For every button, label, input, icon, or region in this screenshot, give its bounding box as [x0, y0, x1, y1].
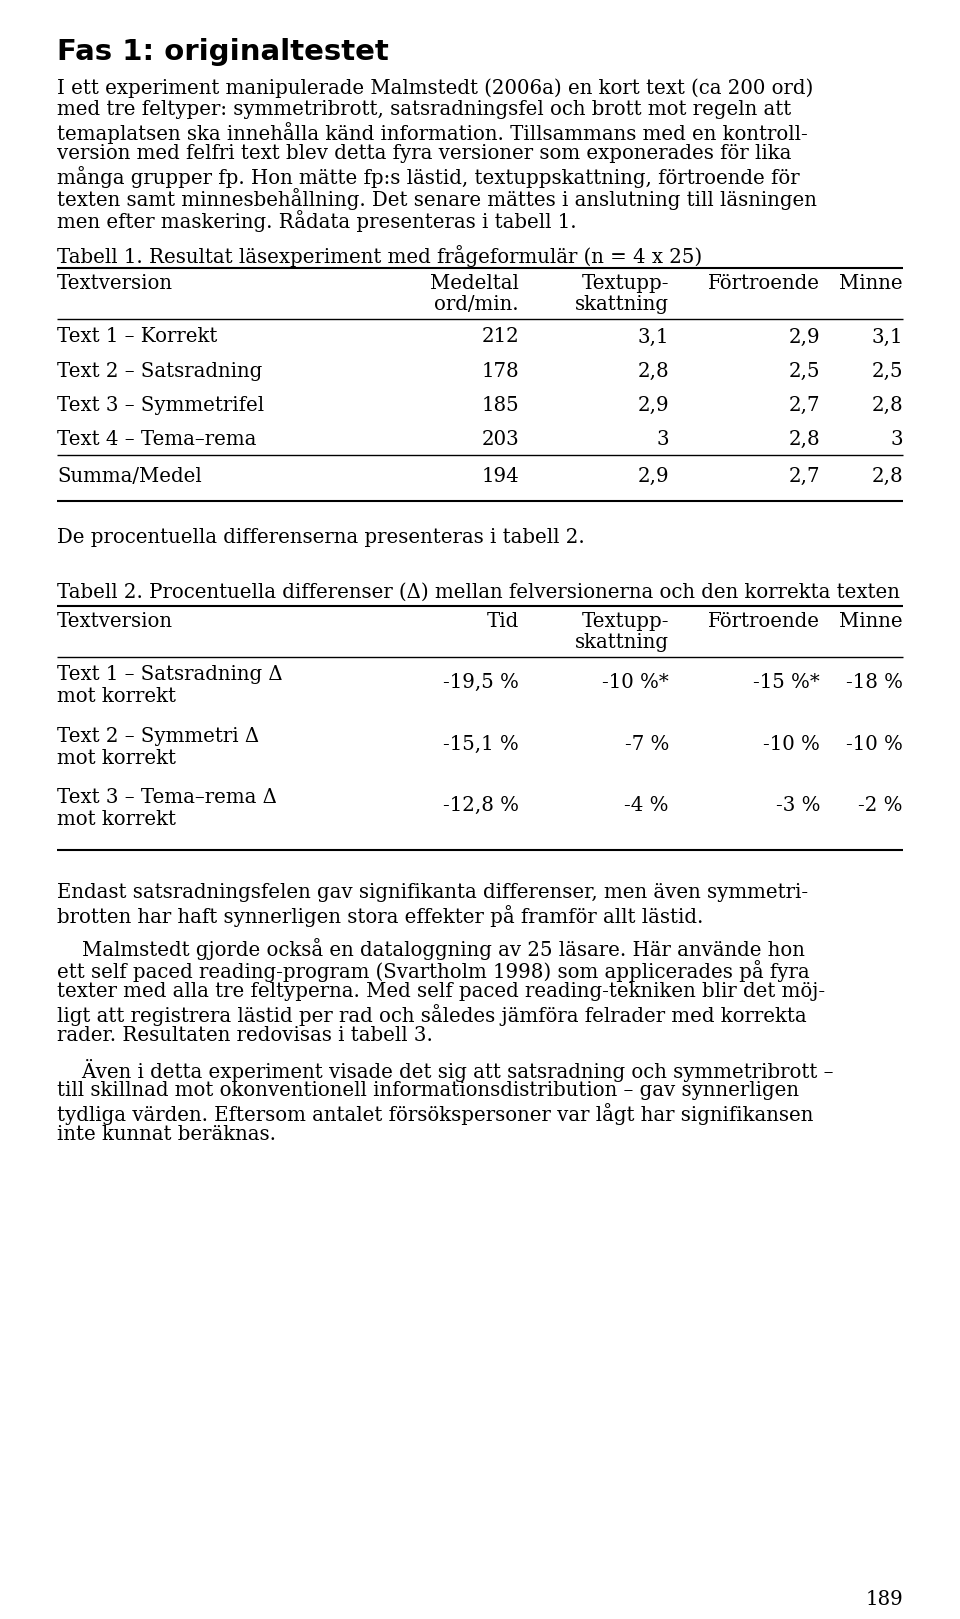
- Text: Textversion: Textversion: [57, 612, 173, 631]
- Text: ett self paced reading-program (Svartholm 1998) som applicerades på fyra: ett self paced reading-program (Svarthol…: [57, 960, 809, 983]
- Text: -19,5 %: -19,5 %: [444, 674, 519, 691]
- Text: -7 %: -7 %: [625, 735, 669, 753]
- Text: Endast satsradningsfelen gav signifikanta differenser, men även symmetri-: Endast satsradningsfelen gav signifikant…: [57, 882, 808, 902]
- Text: -18 %: -18 %: [846, 674, 903, 691]
- Text: -12,8 %: -12,8 %: [443, 797, 519, 814]
- Text: 3,1: 3,1: [872, 327, 903, 346]
- Text: till skillnad mot okonventionell informationsdistribution – gav synnerligen: till skillnad mot okonventionell informa…: [57, 1081, 799, 1101]
- Text: 2,7: 2,7: [788, 468, 820, 486]
- Text: ord/min.: ord/min.: [434, 295, 519, 314]
- Text: Malmstedt gjorde också en dataloggning av 25 läsare. Här använde hon: Malmstedt gjorde också en dataloggning a…: [57, 937, 804, 960]
- Text: 2,9: 2,9: [788, 327, 820, 346]
- Text: skattning: skattning: [575, 295, 669, 314]
- Text: -10 %: -10 %: [846, 735, 903, 753]
- Text: Fas 1: originaltestet: Fas 1: originaltestet: [57, 37, 389, 66]
- Text: I ett experiment manipulerade Malmstedt (2006a) en kort text (ca 200 ord): I ett experiment manipulerade Malmstedt …: [57, 78, 813, 97]
- Text: Text 1 – Korrekt: Text 1 – Korrekt: [57, 327, 217, 346]
- Text: -4 %: -4 %: [625, 797, 669, 814]
- Text: Text 3 – Symmetrifel: Text 3 – Symmetrifel: [57, 395, 264, 414]
- Text: 189: 189: [865, 1590, 903, 1609]
- Text: 2,8: 2,8: [872, 468, 903, 486]
- Text: -15,1 %: -15,1 %: [444, 735, 519, 753]
- Text: Textupp-: Textupp-: [582, 274, 669, 293]
- Text: Även i detta experiment visade det sig att satsradning och symmetribrott –: Även i detta experiment visade det sig a…: [57, 1059, 833, 1081]
- Text: 2,5: 2,5: [788, 361, 820, 380]
- Text: Textupp-: Textupp-: [582, 612, 669, 631]
- Text: 178: 178: [481, 361, 519, 380]
- Text: Text 2 – Satsradning: Text 2 – Satsradning: [57, 361, 262, 380]
- Text: -2 %: -2 %: [858, 797, 903, 814]
- Text: ligt att registrera lästid per rad och således jämföra felrader med korrekta: ligt att registrera lästid per rad och s…: [57, 1004, 806, 1026]
- Text: många grupper fp. Hon mätte fp:s lästid, textuppskattning, förtroende för: många grupper fp. Hon mätte fp:s lästid,…: [57, 165, 800, 188]
- Text: skattning: skattning: [575, 633, 669, 651]
- Text: Förtroende: Förtroende: [708, 274, 820, 293]
- Text: Text 3 – Tema–rema Δ: Text 3 – Tema–rema Δ: [57, 788, 276, 808]
- Text: Text 1 – Satsradning Δ: Text 1 – Satsradning Δ: [57, 665, 282, 685]
- Text: 203: 203: [481, 429, 519, 448]
- Text: men efter maskering. Rådata presenteras i tabell 1.: men efter maskering. Rådata presenteras …: [57, 210, 577, 232]
- Text: Summa/Medel: Summa/Medel: [57, 468, 202, 486]
- Text: temaplatsen ska innehålla känd information. Tillsammans med en kontroll-: temaplatsen ska innehålla känd informati…: [57, 121, 807, 144]
- Text: 3: 3: [657, 429, 669, 448]
- Text: Tabell 1. Resultat läsexperiment med frågeformulär (n = 4 x 25): Tabell 1. Resultat läsexperiment med frå…: [57, 244, 703, 267]
- Text: brotten har haft synnerligen stora effekter på framför allt lästid.: brotten har haft synnerligen stora effek…: [57, 905, 704, 928]
- Text: tydliga värden. Eftersom antalet försökspersoner var lågt har signifikansen: tydliga värden. Eftersom antalet försöks…: [57, 1103, 813, 1125]
- Text: 2,8: 2,8: [637, 361, 669, 380]
- Text: mot korrekt: mot korrekt: [57, 750, 176, 767]
- Text: mot korrekt: mot korrekt: [57, 686, 176, 706]
- Text: rader. Resultaten redovisas i tabell 3.: rader. Resultaten redovisas i tabell 3.: [57, 1026, 433, 1046]
- Text: 2,7: 2,7: [788, 395, 820, 414]
- Text: Text 4 – Tema–rema: Text 4 – Tema–rema: [57, 429, 256, 448]
- Text: -10 %: -10 %: [763, 735, 820, 753]
- Text: Minne: Minne: [839, 612, 903, 631]
- Text: texter med alla tre feltyperna. Med self paced reading-tekniken blir det möj-: texter med alla tre feltyperna. Med self…: [57, 983, 826, 1001]
- Text: De procentuella differenserna presenteras i tabell 2.: De procentuella differenserna presentera…: [57, 528, 585, 547]
- Text: mot korrekt: mot korrekt: [57, 811, 176, 829]
- Text: -3 %: -3 %: [776, 797, 820, 814]
- Text: Förtroende: Förtroende: [708, 612, 820, 631]
- Text: version med felfri text blev detta fyra versioner som exponerades för lika: version med felfri text blev detta fyra …: [57, 144, 791, 164]
- Text: Textversion: Textversion: [57, 274, 173, 293]
- Text: 2,8: 2,8: [788, 429, 820, 448]
- Text: 3: 3: [890, 429, 903, 448]
- Text: Tabell 2. Procentuella differenser (Δ) mellan felversionerna och den korrekta te: Tabell 2. Procentuella differenser (Δ) m…: [57, 583, 900, 602]
- Text: 2,5: 2,5: [872, 361, 903, 380]
- Text: Tid: Tid: [487, 612, 519, 631]
- Text: 212: 212: [481, 327, 519, 346]
- Text: 2,9: 2,9: [637, 468, 669, 486]
- Text: -10 %*: -10 %*: [602, 674, 669, 691]
- Text: Medeltal: Medeltal: [430, 274, 519, 293]
- Text: Minne: Minne: [839, 274, 903, 293]
- Text: 2,9: 2,9: [637, 395, 669, 414]
- Text: 2,8: 2,8: [872, 395, 903, 414]
- Text: texten samt minnesbehållning. Det senare mättes i anslutning till läsningen: texten samt minnesbehållning. Det senare…: [57, 188, 817, 210]
- Text: 185: 185: [481, 395, 519, 414]
- Text: 3,1: 3,1: [637, 327, 669, 346]
- Text: inte kunnat beräknas.: inte kunnat beräknas.: [57, 1125, 276, 1145]
- Text: -15 %*: -15 %*: [754, 674, 820, 691]
- Text: Text 2 – Symmetri Δ: Text 2 – Symmetri Δ: [57, 727, 259, 746]
- Text: med tre feltyper: symmetribrott, satsradningsfel och brott mot regeln att: med tre feltyper: symmetribrott, satsrad…: [57, 100, 791, 118]
- Text: 194: 194: [481, 468, 519, 486]
